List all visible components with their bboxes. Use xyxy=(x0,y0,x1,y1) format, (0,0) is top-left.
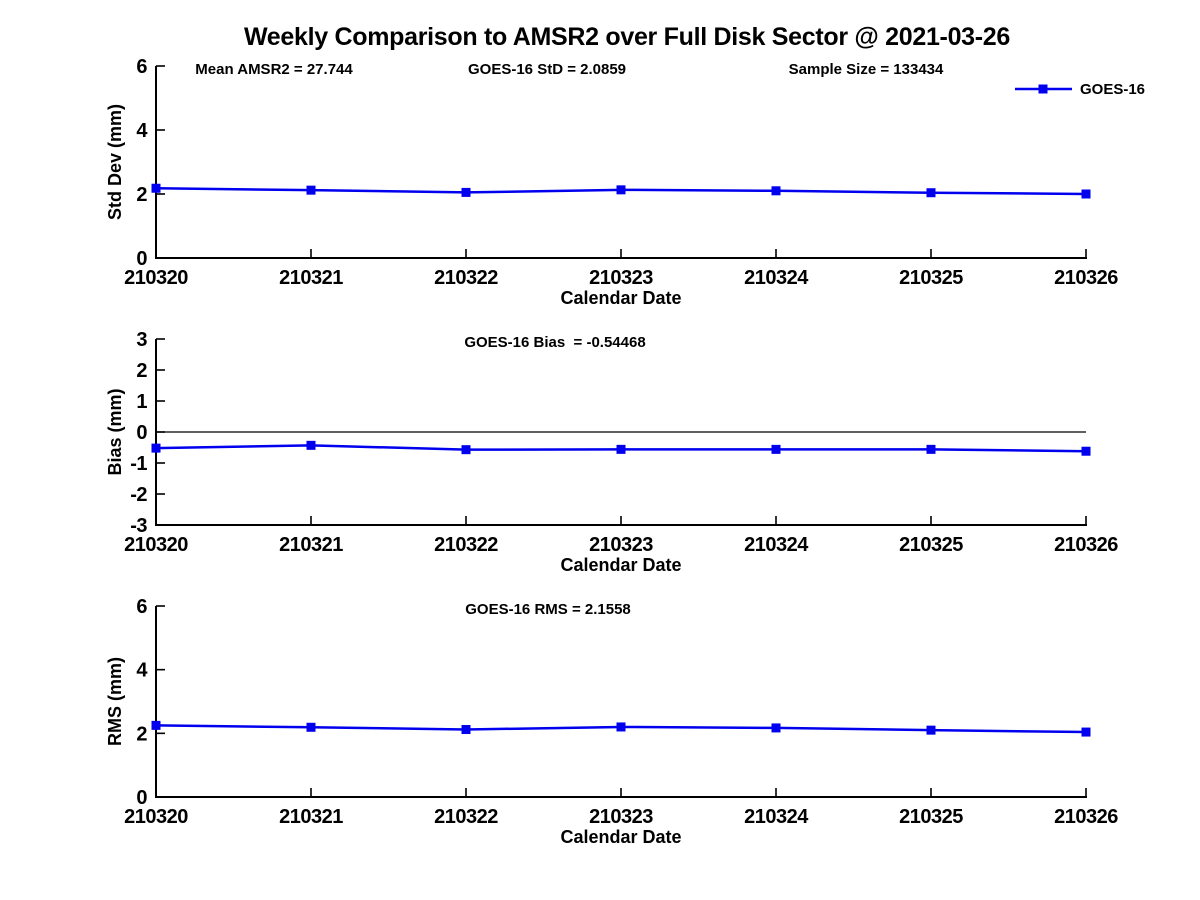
y-tick-label: 6 xyxy=(136,56,147,78)
y-axis-label: RMS (mm) xyxy=(105,657,125,746)
data-point-marker xyxy=(306,185,316,195)
data-point-marker xyxy=(461,725,471,735)
x-tick-label: 210320 xyxy=(124,534,188,556)
x-tick-label: 210325 xyxy=(899,534,963,556)
y-tick-label: 2 xyxy=(136,723,147,745)
data-point-marker xyxy=(771,723,781,733)
x-tick-label: 210326 xyxy=(1054,534,1118,556)
y-tick-label: -1 xyxy=(130,453,147,475)
data-point-marker xyxy=(926,188,936,198)
x-tick-label: 210321 xyxy=(279,806,343,828)
data-point-marker xyxy=(151,183,161,193)
x-tick-label: 210322 xyxy=(434,267,498,289)
x-tick-label: 210322 xyxy=(434,806,498,828)
y-tick-label: 2 xyxy=(136,184,147,206)
x-tick-label: 210323 xyxy=(589,267,653,289)
data-point-marker xyxy=(461,445,471,455)
x-tick-label: 210324 xyxy=(744,534,809,556)
x-tick-label: 210326 xyxy=(1054,806,1118,828)
y-tick-label: 1 xyxy=(136,391,147,413)
legend-label: GOES-16 xyxy=(1080,81,1145,98)
data-point-marker xyxy=(616,185,626,195)
x-tick-label: 210323 xyxy=(589,806,653,828)
legend-marker-icon xyxy=(1038,84,1048,94)
x-tick-label: 210325 xyxy=(899,267,963,289)
data-point-marker xyxy=(1081,727,1091,737)
data-point-marker xyxy=(616,722,626,732)
x-tick-label: 210321 xyxy=(279,267,343,289)
figure-title: Weekly Comparison to AMSR2 over Full Dis… xyxy=(244,23,1010,51)
data-point-marker xyxy=(926,444,936,454)
y-tick-label: 0 xyxy=(136,248,147,270)
x-tick-label: 210320 xyxy=(124,267,188,289)
y-tick-label: 3 xyxy=(136,329,147,351)
data-point-marker xyxy=(306,722,316,732)
y-tick-label: 4 xyxy=(136,120,148,142)
x-axis-label: Calendar Date xyxy=(560,827,681,847)
y-axis-label: Bias (mm) xyxy=(105,388,125,475)
x-tick-label: 210320 xyxy=(124,806,188,828)
x-tick-label: 210321 xyxy=(279,534,343,556)
y-tick-label: 0 xyxy=(136,422,147,444)
data-point-marker xyxy=(926,725,936,735)
data-point-marker xyxy=(151,443,161,453)
data-point-marker xyxy=(771,444,781,454)
data-point-marker xyxy=(151,720,161,730)
data-point-marker xyxy=(1081,189,1091,199)
chart-rms: 0 2 4 6 210320 210321 210322 210323 210324 210325… xyxy=(105,596,1119,847)
data-point-marker xyxy=(1081,446,1091,456)
y-tick-label: 2 xyxy=(136,360,147,382)
annotation-text: GOES-16 Bias = -0.54468 xyxy=(464,334,645,351)
y-tick-label: 0 xyxy=(136,787,147,809)
y-tick-label: -3 xyxy=(130,515,147,537)
x-tick-label: 210326 xyxy=(1054,267,1118,289)
data-point-marker xyxy=(616,444,626,454)
x-axis-label: Calendar Date xyxy=(560,288,681,308)
annotation-text: Sample Size = 133434 xyxy=(789,61,944,78)
y-axis-label: Std Dev (mm) xyxy=(105,104,125,220)
data-point-marker xyxy=(306,440,316,450)
y-tick-label: -2 xyxy=(130,484,147,506)
x-tick-label: 210323 xyxy=(589,534,653,556)
annotation-text: GOES-16 StD = 2.0859 xyxy=(468,61,626,78)
x-tick-label: 210324 xyxy=(744,267,809,289)
chart-std-dev: 0 2 4 6 210320 210321 210322 210323 210324 210325… xyxy=(105,56,1119,308)
annotation-text: GOES-16 RMS = 2.1558 xyxy=(465,601,631,618)
data-point-marker xyxy=(771,186,781,196)
x-tick-label: 210325 xyxy=(899,806,963,828)
y-tick-label: 4 xyxy=(136,660,148,682)
legend: GOES-16 xyxy=(1015,81,1145,98)
x-axis-label: Calendar Date xyxy=(560,555,681,575)
x-tick-label: 210324 xyxy=(744,806,809,828)
x-tick-label: 210322 xyxy=(434,534,498,556)
data-point-marker xyxy=(461,187,471,197)
y-tick-label: 6 xyxy=(136,596,147,618)
annotation-text: Mean AMSR2 = 27.744 xyxy=(195,61,353,78)
